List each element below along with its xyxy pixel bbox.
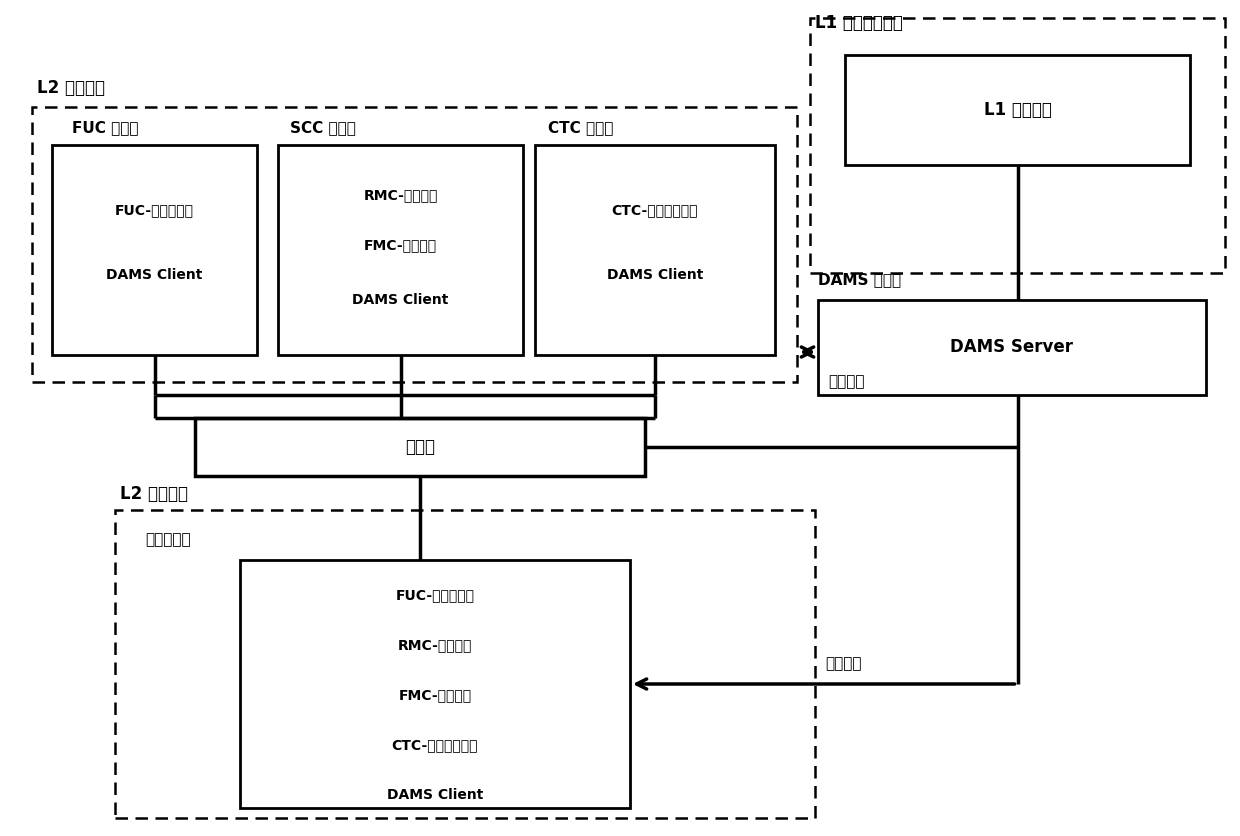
Text: DAMS Client: DAMS Client bbox=[606, 268, 703, 282]
Text: DAMS Client: DAMS Client bbox=[387, 788, 484, 802]
Text: FUC-加热炉系统: FUC-加热炉系统 bbox=[115, 203, 193, 217]
Text: 单向数据: 单向数据 bbox=[826, 656, 862, 671]
Bar bbox=[195, 418, 645, 476]
Text: 双向数据: 双向数据 bbox=[828, 374, 864, 389]
Text: FMC-精轧系统: FMC-精轧系统 bbox=[363, 238, 436, 252]
Text: CTC-层流冷却系统: CTC-层流冷却系统 bbox=[611, 203, 698, 217]
Text: 交换机: 交换机 bbox=[405, 438, 435, 456]
Bar bbox=[810, 18, 1225, 273]
Text: DAMS Server: DAMS Server bbox=[951, 339, 1074, 356]
Text: RMC-粗轧系统: RMC-粗轧系统 bbox=[363, 188, 438, 202]
Text: L1 生产现场: L1 生产现场 bbox=[983, 101, 1052, 119]
Text: FUC-加热炉系统: FUC-加热炉系统 bbox=[396, 588, 475, 602]
Text: FUC 服务器: FUC 服务器 bbox=[72, 120, 139, 135]
Text: 仿真服务器: 仿真服务器 bbox=[145, 533, 191, 548]
Bar bbox=[278, 145, 523, 355]
Bar bbox=[534, 145, 775, 355]
Text: CTC 服务器: CTC 服务器 bbox=[548, 120, 614, 135]
Text: FMC-精轧系统: FMC-精轧系统 bbox=[398, 688, 471, 702]
Text: L1 在线生产系统: L1 在线生产系统 bbox=[815, 14, 903, 32]
Text: L2 在线系统: L2 在线系统 bbox=[37, 79, 105, 97]
Bar bbox=[818, 300, 1207, 395]
Text: DAMS 服务器: DAMS 服务器 bbox=[818, 273, 901, 288]
Bar bbox=[32, 107, 797, 382]
Text: CTC-层流冷却系统: CTC-层流冷却系统 bbox=[392, 738, 479, 752]
Text: DAMS Client: DAMS Client bbox=[107, 268, 202, 282]
Text: DAMS Client: DAMS Client bbox=[352, 293, 449, 307]
Bar bbox=[241, 560, 630, 808]
Text: RMC-粗轧系统: RMC-粗轧系统 bbox=[398, 638, 472, 652]
Text: SCC 服务器: SCC 服务器 bbox=[290, 120, 356, 135]
Bar bbox=[844, 55, 1190, 165]
Bar bbox=[115, 510, 815, 818]
Text: L2 仿真系统: L2 仿真系统 bbox=[120, 485, 188, 503]
Bar bbox=[52, 145, 257, 355]
